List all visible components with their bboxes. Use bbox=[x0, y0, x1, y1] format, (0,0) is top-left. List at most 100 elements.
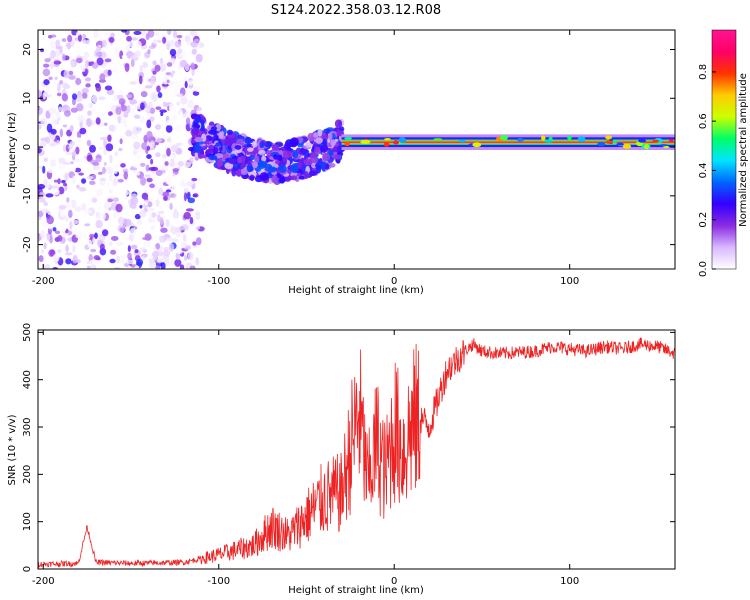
spectrogram-cell bbox=[43, 157, 48, 163]
spectrogram-cell bbox=[124, 190, 129, 196]
spectrogram-cell bbox=[216, 158, 223, 168]
spectrogram-cell bbox=[174, 258, 182, 267]
spectrogram-cell bbox=[38, 183, 46, 190]
spectrogram-cell bbox=[134, 50, 141, 58]
spectrogram-cell bbox=[323, 128, 331, 135]
spectrogram-cell bbox=[57, 178, 61, 185]
spectrogram-cell bbox=[106, 181, 111, 188]
spectrogram-cell bbox=[69, 125, 74, 133]
spectrogram-cell bbox=[113, 47, 121, 53]
spectrogram-cell bbox=[45, 193, 54, 198]
spectrogram-cell bbox=[97, 205, 102, 211]
spectrogram-cell bbox=[168, 192, 177, 199]
spectrogram-cell bbox=[166, 40, 171, 50]
spectrogram-cell bbox=[189, 265, 196, 269]
spectrogram-cell bbox=[64, 216, 70, 222]
spectrogram-cell bbox=[89, 66, 96, 76]
spectrogram-cell bbox=[72, 244, 76, 253]
spectrogram-cell bbox=[114, 151, 118, 157]
spectrogram-cell bbox=[144, 174, 151, 178]
spectrogram-cell bbox=[185, 93, 191, 99]
spectrogram-cell bbox=[194, 71, 202, 80]
spectrogram-cell bbox=[40, 230, 46, 239]
spectrogram-cell bbox=[41, 208, 49, 214]
colorbar: 0.0 0.2 0.4 0.6 0.8 Normalized spectral ampl… bbox=[698, 29, 749, 277]
spectrogram-cell bbox=[276, 172, 282, 179]
spectrogram-cell bbox=[159, 57, 164, 65]
spectrogram-cell bbox=[46, 123, 53, 133]
spectrogram-cell bbox=[317, 128, 323, 137]
spectrogram-cell bbox=[62, 82, 68, 90]
spectrogram-cell bbox=[47, 34, 53, 39]
spectrogram-cell bbox=[237, 168, 242, 177]
spectrogram-cell bbox=[93, 255, 101, 261]
spectrogram-cell bbox=[144, 188, 153, 193]
spectrogram-cell bbox=[84, 59, 89, 69]
spectrogram-cell bbox=[108, 37, 115, 43]
spectrogram-cell bbox=[181, 224, 189, 231]
spectrogram-cell bbox=[669, 139, 674, 143]
spectrogram-xtick-label: -200 bbox=[32, 276, 55, 287]
spectrogram-cell bbox=[174, 40, 182, 48]
spectrogram-cell bbox=[55, 39, 61, 48]
spectrogram-cell bbox=[85, 83, 91, 88]
spectrogram-cell bbox=[117, 116, 122, 124]
spectrogram-cell bbox=[74, 37, 79, 41]
spectrogram-cell bbox=[165, 257, 170, 267]
spectrogram-cell bbox=[120, 163, 126, 168]
spectrogram-cell bbox=[184, 35, 191, 43]
spectrogram-cell bbox=[74, 206, 82, 213]
spectrogram-cell bbox=[185, 208, 194, 212]
spectrogram-cell bbox=[170, 144, 178, 153]
spectrogram-cell bbox=[102, 166, 106, 174]
spectrogram-cell bbox=[139, 209, 147, 218]
spectrogram-cell bbox=[66, 165, 73, 172]
spectrogram-cell bbox=[193, 38, 200, 43]
spectrogram-cell bbox=[108, 124, 116, 132]
spectrogram-cell bbox=[154, 64, 161, 72]
spectrogram-cell bbox=[87, 110, 92, 116]
spectrogram-cell bbox=[190, 41, 198, 48]
snr-xtick-label: 100 bbox=[560, 576, 579, 587]
spectrogram-cell bbox=[186, 191, 191, 200]
spectrogram-cell bbox=[146, 154, 152, 159]
spectrogram-cell bbox=[75, 231, 83, 239]
snr-marks bbox=[38, 337, 675, 569]
spectrogram-cell bbox=[49, 142, 56, 147]
spectrogram-cell bbox=[189, 172, 195, 179]
spectrogram-cell bbox=[163, 195, 168, 201]
spectrogram-cell bbox=[64, 252, 73, 256]
snr-xtick-label: -200 bbox=[32, 576, 55, 587]
spectrogram-cell bbox=[135, 171, 140, 176]
snr-frame bbox=[37, 329, 676, 570]
spectrogram-cell bbox=[194, 115, 199, 120]
spectrogram-cell bbox=[75, 31, 81, 36]
spectrogram-cell bbox=[292, 149, 299, 159]
spectrogram-cell bbox=[62, 182, 68, 187]
spectrogram-cell bbox=[86, 260, 93, 265]
spectrogram-cell bbox=[156, 137, 162, 143]
spectrogram-cell bbox=[141, 142, 149, 151]
spectrogram-cell bbox=[69, 220, 73, 230]
spectrogram-cell bbox=[39, 141, 47, 148]
colorbar-gradient bbox=[712, 30, 736, 269]
spectrogram-cell bbox=[128, 233, 134, 242]
spectrogram-cell bbox=[107, 69, 112, 76]
spectrogram-cell bbox=[149, 183, 155, 189]
spectrogram-cell bbox=[150, 158, 154, 165]
spectrogram-cell bbox=[210, 126, 218, 131]
spectrogram-cell bbox=[153, 31, 160, 36]
spectrogram-cell bbox=[167, 135, 173, 144]
spectrogram-cell bbox=[458, 139, 466, 143]
spectrogram-cell bbox=[218, 146, 223, 152]
spectrogram-cell bbox=[75, 137, 82, 143]
spectrogram-cell bbox=[127, 245, 131, 253]
spectrogram-cell bbox=[168, 243, 175, 252]
spectrogram-cell bbox=[164, 145, 169, 150]
spectrogram-cell bbox=[246, 164, 254, 173]
spectrogram-cell bbox=[218, 131, 224, 139]
spectrogram-cell bbox=[165, 178, 172, 185]
spectrogram-cell bbox=[597, 142, 606, 147]
spectrogram-cell bbox=[88, 192, 95, 198]
spectrogram-cell bbox=[194, 136, 204, 143]
